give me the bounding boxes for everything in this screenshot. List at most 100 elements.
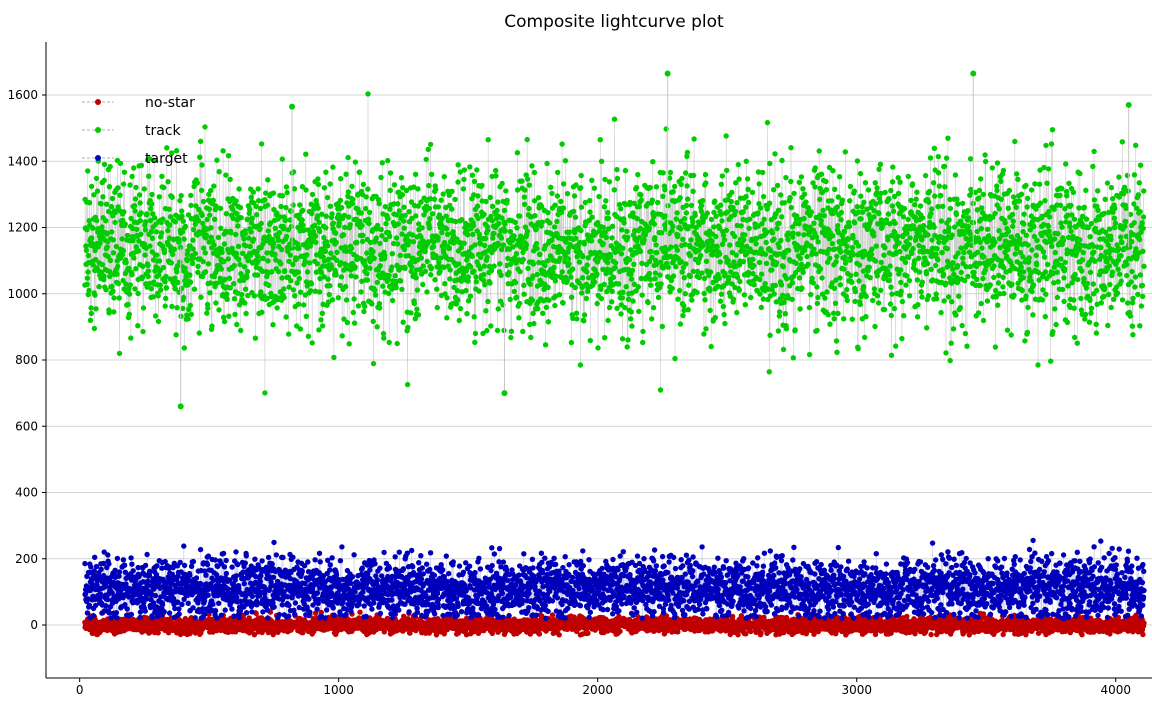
- data-point: [1045, 223, 1052, 229]
- data-point: [132, 286, 138, 292]
- data-point: [808, 209, 815, 215]
- data-point: [1116, 174, 1122, 180]
- data-point: [88, 310, 95, 317]
- data-point: [994, 160, 1001, 166]
- data-point: [221, 318, 228, 325]
- data-point: [566, 229, 572, 235]
- data-point: [360, 181, 367, 188]
- data-point: [873, 243, 879, 249]
- data-point: [138, 210, 144, 216]
- data-point: [581, 241, 587, 247]
- data-point: [655, 199, 661, 206]
- data-point: [953, 211, 960, 217]
- data-point: [441, 239, 448, 246]
- data-point: [366, 220, 372, 227]
- data-point: [931, 224, 937, 230]
- data-point: [998, 258, 1005, 264]
- data-point: [365, 186, 371, 192]
- data-point: [667, 169, 674, 176]
- data-point: [636, 308, 642, 315]
- data-point: [128, 215, 134, 222]
- data-point: [872, 258, 879, 264]
- data-point: [283, 204, 289, 211]
- data-point: [1057, 202, 1064, 208]
- data-point: [413, 213, 419, 219]
- data-point: [349, 183, 355, 189]
- data-point: [389, 297, 396, 304]
- data-point: [243, 310, 249, 317]
- data-point: [326, 256, 332, 262]
- data-point: [378, 174, 384, 181]
- data-point: [464, 311, 470, 317]
- data-point: [679, 269, 685, 275]
- data-point: [628, 276, 635, 282]
- data-point: [308, 288, 314, 294]
- data-point: [870, 297, 876, 304]
- data-point: [697, 252, 704, 259]
- data-point: [734, 200, 740, 206]
- data-point: [887, 263, 893, 269]
- data-point: [606, 304, 613, 311]
- data-point: [844, 243, 850, 250]
- data-point: [929, 206, 935, 212]
- data-point: [217, 205, 224, 212]
- data-point: [133, 244, 139, 250]
- data-point: [598, 286, 604, 292]
- data-point: [996, 206, 1002, 212]
- data-point: [1115, 246, 1122, 252]
- data-point: [564, 278, 570, 284]
- data-point: [675, 296, 681, 302]
- data-point: [687, 273, 693, 279]
- data-point: [133, 266, 139, 272]
- data-point: [557, 255, 563, 261]
- data-point: [882, 245, 888, 251]
- data-point: [584, 262, 590, 268]
- data-point: [500, 242, 507, 248]
- data-point: [803, 199, 809, 205]
- data-point: [989, 165, 995, 171]
- data-point: [103, 287, 109, 293]
- data-point: [111, 309, 117, 315]
- data-point: [1049, 127, 1056, 133]
- data-point: [550, 269, 556, 275]
- data-point: [345, 193, 351, 199]
- data-point: [121, 209, 127, 215]
- data-point: [93, 306, 99, 312]
- data-point: [647, 276, 654, 283]
- data-point: [319, 323, 326, 329]
- data-point: [428, 265, 434, 271]
- data-point: [1064, 193, 1070, 199]
- data-point: [179, 208, 185, 214]
- data-point: [814, 300, 821, 307]
- data-point: [241, 236, 247, 242]
- data-point: [602, 229, 608, 236]
- data-point: [638, 275, 644, 282]
- data-point: [352, 264, 358, 270]
- data-point: [405, 324, 411, 331]
- data-point: [743, 204, 749, 210]
- data-point: [431, 196, 438, 202]
- data-point: [1123, 218, 1129, 225]
- data-point: [231, 262, 237, 269]
- data-point: [595, 345, 601, 351]
- data-point: [216, 307, 222, 313]
- data-point: [543, 304, 549, 311]
- data-point: [411, 300, 417, 307]
- data-point: [559, 269, 565, 275]
- data-point: [815, 239, 821, 245]
- data-point: [860, 284, 867, 290]
- data-point: [954, 196, 960, 202]
- data-point: [612, 260, 619, 266]
- data-point: [844, 286, 850, 293]
- data-point: [760, 193, 767, 200]
- data-point: [1076, 237, 1083, 243]
- data-point: [408, 310, 414, 316]
- data-point: [467, 264, 474, 270]
- data-point: [423, 156, 429, 163]
- data-point: [611, 187, 617, 193]
- data-point: [560, 181, 567, 187]
- data-point: [819, 275, 825, 281]
- data-point: [158, 287, 164, 293]
- data-point: [738, 223, 744, 229]
- data-point: [895, 190, 902, 197]
